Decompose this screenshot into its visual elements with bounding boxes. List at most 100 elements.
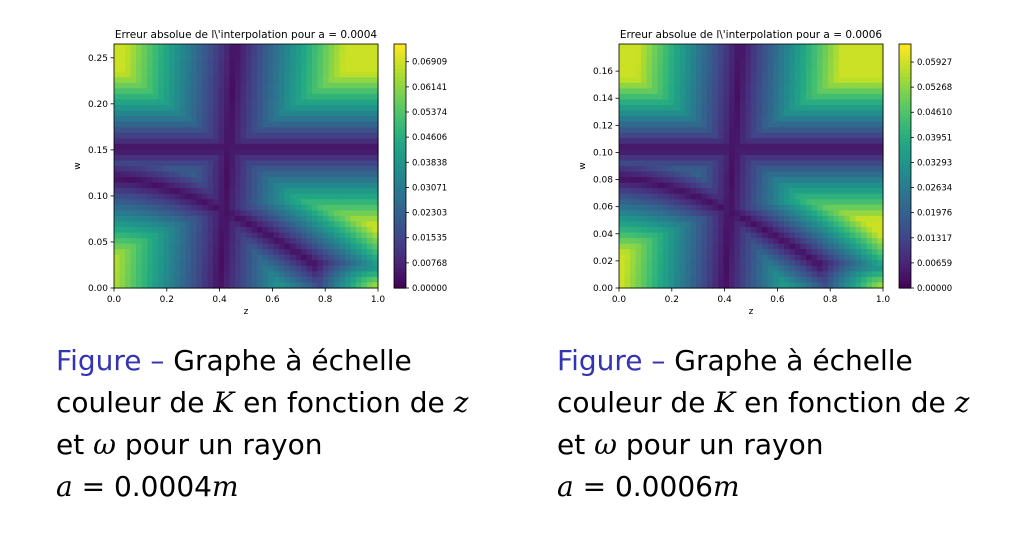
- heatmap-cell: [169, 193, 176, 200]
- heatmap-cell: [273, 276, 280, 284]
- heatmap-cell: [356, 265, 363, 272]
- heatmap-cell: [767, 282, 774, 289]
- colorbar-segment: [394, 121, 406, 126]
- heatmap-cell: [817, 105, 824, 112]
- heatmap-cell: [877, 182, 884, 189]
- heatmap-cell: [712, 276, 719, 284]
- heatmap-cell: [668, 221, 675, 228]
- heatmap-cell: [817, 204, 824, 211]
- heatmap-cell: [229, 60, 236, 67]
- heatmap-cell: [795, 121, 802, 128]
- heatmap-cell: [202, 193, 209, 200]
- heatmap-cell: [114, 99, 121, 106]
- heatmap-cell: [624, 60, 631, 67]
- heatmap-cell: [356, 149, 363, 156]
- heatmap-cell: [740, 193, 747, 200]
- heatmap-cell: [279, 116, 286, 123]
- colorbar-segment: [899, 255, 911, 261]
- heatmap-cell: [745, 88, 752, 95]
- heatmap-cell: [334, 55, 341, 62]
- heatmap-cell: [822, 215, 829, 223]
- heatmap-cell: [191, 182, 198, 189]
- heatmap-cell: [877, 82, 884, 89]
- heatmap-cell: [339, 232, 346, 239]
- heatmap-cell: [696, 276, 703, 284]
- heatmap-cell: [729, 232, 736, 239]
- colorbar-segment: [899, 206, 911, 212]
- heatmap-cell: [635, 127, 642, 134]
- heatmap-cell: [361, 88, 368, 95]
- heatmap-cell: [751, 171, 758, 178]
- heatmap-cell: [784, 221, 791, 228]
- heatmap-cell: [685, 243, 692, 250]
- heatmap-cell: [756, 138, 763, 145]
- heatmap-cell: [339, 55, 346, 62]
- heatmap-cell: [328, 132, 335, 139]
- heatmap-cell: [635, 210, 642, 217]
- heatmap-cell: [141, 182, 148, 189]
- heatmap-cell: [839, 232, 846, 239]
- heatmap-cell: [202, 276, 209, 284]
- heatmap-cell: [833, 154, 840, 162]
- heatmap-cell: [756, 243, 763, 250]
- heatmap-cell: [624, 215, 631, 223]
- heatmap-cell: [202, 166, 209, 173]
- heatmap-cell: [147, 243, 154, 250]
- heatmap-cell: [268, 44, 275, 51]
- heatmap-cell: [784, 182, 791, 189]
- heatmap-cell: [740, 82, 747, 89]
- heatmap-cell: [745, 193, 752, 200]
- heatmap-cell: [284, 143, 291, 150]
- heatmap-cell: [312, 82, 319, 89]
- heatmap-cell: [800, 71, 807, 78]
- heatmap-cell: [866, 171, 873, 178]
- heatmap-cell: [784, 260, 791, 267]
- heatmap-cell: [317, 210, 324, 217]
- heatmap-cell: [345, 88, 352, 95]
- heatmap-cell: [152, 177, 159, 184]
- heatmap-cell: [663, 160, 670, 167]
- heatmap-cell: [163, 204, 170, 211]
- heatmap-cell: [767, 260, 774, 267]
- heatmap-cell: [872, 49, 879, 56]
- heatmap-cell: [701, 271, 708, 278]
- heatmap-cell: [822, 260, 829, 267]
- heatmap-cell: [262, 260, 269, 267]
- heatmap-cell: [196, 221, 203, 228]
- heatmap-cell: [119, 254, 126, 261]
- heatmap-cell: [844, 66, 851, 73]
- heatmap-cell: [877, 121, 884, 128]
- heatmap-cell: [147, 260, 154, 267]
- heatmap-cell: [196, 215, 203, 223]
- heatmap-cell: [817, 60, 824, 67]
- heatmap-cell: [707, 215, 714, 223]
- heatmap-cell: [185, 60, 192, 67]
- heatmap-cell: [323, 265, 330, 272]
- heatmap-cell: [290, 227, 297, 234]
- heatmap-cell: [207, 127, 214, 134]
- heatmap-cell: [723, 110, 730, 117]
- colorbar-segment: [899, 117, 911, 122]
- heatmap-cell: [169, 44, 176, 51]
- heatmap-cell: [701, 121, 708, 128]
- heatmap-cell: [701, 166, 708, 173]
- heatmap-cell: [630, 154, 637, 162]
- heatmap-cell: [268, 154, 275, 162]
- heatmap-cell: [240, 249, 247, 256]
- heatmap-cell: [855, 154, 862, 162]
- heatmap-cell: [191, 254, 198, 261]
- heatmap-cell: [745, 160, 752, 167]
- heatmap-cell: [350, 166, 357, 173]
- colorbar-segment: [394, 255, 406, 261]
- heatmap-cell: [345, 265, 352, 272]
- heatmap-cell: [756, 193, 763, 200]
- heatmap-cell: [323, 154, 330, 162]
- heatmap-cell: [778, 243, 785, 250]
- heatmap-cell: [295, 238, 302, 245]
- heatmap-cell: [334, 221, 341, 228]
- heatmap-cell: [839, 254, 846, 261]
- heatmap-cell: [646, 210, 653, 217]
- heatmap-cell: [158, 82, 165, 89]
- heatmap-cell: [635, 171, 642, 178]
- colorbar-segment: [394, 231, 406, 236]
